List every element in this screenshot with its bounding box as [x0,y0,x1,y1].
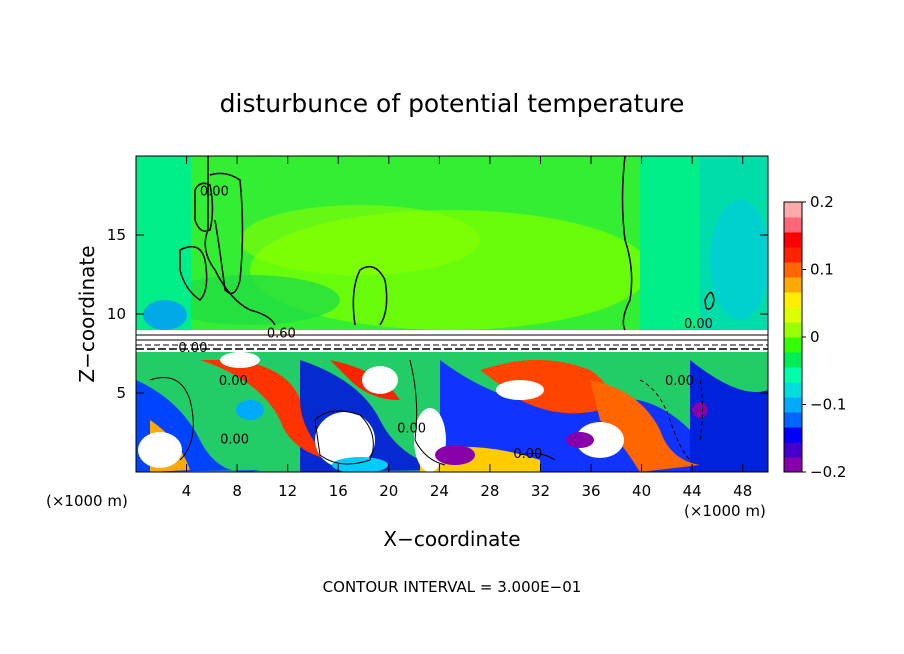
colorbar-swatch [784,262,802,278]
lower-blue-swirl [690,360,768,472]
x-tick-label: 4 [182,482,192,500]
y-axis-label: Z−coordinate [75,245,99,382]
lower-white-blob [220,352,260,368]
lower-white-blob [138,432,182,468]
contour-line [699,379,703,441]
contour-line [149,377,194,461]
contour-line [639,379,691,461]
colorbar-swatch [784,382,802,398]
colorbar-swatch [784,322,802,338]
colorbar-swatch [784,397,802,413]
plot-area [136,156,768,472]
x-tick-label: 28 [480,482,499,500]
x-unit-right: (×1000 m) [684,502,766,520]
contour-line [621,156,633,331]
lower-cyan-blob [332,457,388,472]
contour-label: 0.00 [220,433,249,448]
lower-white-blob [362,366,398,394]
colorbar-tick-label: 0 [810,328,820,346]
contour-line [314,410,374,465]
lower-purple-blob [692,402,708,418]
colorbar-tick-label: 0.2 [810,193,834,211]
contour-line [179,245,208,301]
contour-label: 0.00 [665,374,694,389]
upper-lightgreen-patch [240,205,480,275]
upper-right-cyan-patch [710,200,768,320]
contour-label: 0.00 [397,422,426,437]
colorbar-swatch [784,292,802,308]
colorbar-tick-label: −0.1 [810,396,846,414]
x-axis-label: X−coordinate [383,527,520,551]
lower-white-blob [496,380,544,400]
contour-label: 0.00 [684,317,713,332]
contour-line [209,172,244,295]
upper-left-blue-patch [143,300,187,330]
colorbar-swatch [784,307,802,323]
lower-purple-blob [566,432,594,448]
x-tick-label: 16 [329,482,348,500]
y-tick-label: 10 [107,305,126,323]
x-tick-label: 8 [232,482,242,500]
lower-cyan-blob [236,400,264,420]
y-tick-label: 5 [116,384,126,402]
colorbar-swatch [784,202,802,218]
contour-labels: 0.60 0.00 0.00 0.00 0.00 0.00 0.00 0.00 0.00 [178,185,713,462]
colorbar-swatch [784,352,802,368]
x-tick-label: 40 [632,482,651,500]
contour-line [704,291,715,310]
colorbar-swatch [784,457,802,473]
colorbar-swatch [784,217,802,233]
x-tick-label: 32 [531,482,550,500]
colorbar-swatch [784,277,802,293]
lower-red-swirl [590,380,700,472]
x-tick-label: 20 [379,482,398,500]
contour-interval-footer: CONTOUR INTERVAL = 3.000E−01 [323,578,582,596]
contour-label: 0.00 [513,447,542,462]
contour-label: 0.00 [178,341,207,356]
contour-line [409,359,446,466]
contour-label: 0.00 [200,185,229,200]
chart-title: disturbunce of potential temperature [220,89,685,118]
colorbar-swatch [784,427,802,443]
colorbar-swatch [784,367,802,383]
upper-green-patch [160,275,340,325]
x-tick-label: 24 [430,482,449,500]
colorbar-tick-label: 0.1 [810,261,834,279]
x-axis: 4 8 12 16 20 24 28 32 36 40 44 48 [182,156,752,500]
colorbar-swatch [784,412,802,428]
lower-white-blob [576,422,624,458]
contour-label: 0.60 [267,327,296,342]
colorbar: 0.2 0.1 0 −0.1 −0.2 [783,193,846,481]
colorbar-tick-label: −0.2 [810,463,846,481]
y-axis: 5 10 15 [107,226,768,402]
x-tick-label: 48 [733,482,752,500]
lower-red-swirl [480,360,608,414]
x-tick-label: 12 [278,482,297,500]
contour-line [519,452,556,461]
contour-line [194,182,214,232]
x-tick-label: 44 [683,482,702,500]
lower-purple-blob [435,445,475,465]
x-unit-left: (×1000 m) [46,492,128,510]
colorbar-swatch [784,337,802,353]
lower-white-blob [315,412,375,468]
contour-line [352,265,388,326]
y-tick-label: 15 [107,226,126,244]
contour-label: 0.00 [219,374,248,389]
colorbar-swatch [784,442,802,458]
x-tick-label: 36 [581,482,600,500]
colorbar-swatch [784,232,802,248]
lower-red-swirl [200,360,330,460]
colorbar-swatch [784,247,802,263]
lower-white-blob [414,408,446,472]
